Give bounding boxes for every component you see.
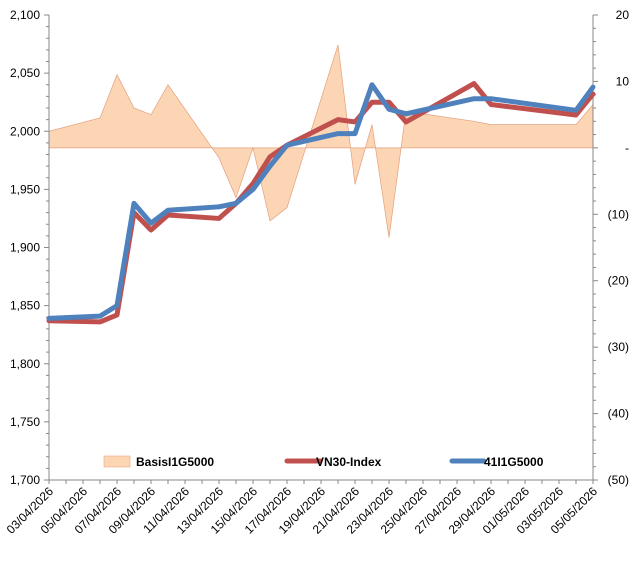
right-tick-label: (30)	[608, 340, 629, 354]
right-tick-label: -	[625, 141, 629, 155]
legend-label-vn30: VN30-Index	[316, 455, 382, 469]
right-tick-label: 10	[616, 74, 630, 88]
series-line-vn30-index	[46, 81, 596, 325]
right-tick-label: (20)	[608, 274, 629, 288]
left-tick-label: 1,750	[10, 415, 40, 429]
left-tick-label: 2,000	[10, 124, 40, 138]
legend: BasisI1G5000 VN30-Index 41I1G5000	[103, 455, 544, 469]
left-tick-label: 1,950	[10, 182, 40, 196]
left-tick-label: 1,700	[10, 473, 40, 487]
legend-swatch-basis	[103, 455, 131, 468]
left-tick-label: 1,800	[10, 357, 40, 371]
right-tick-label: (50)	[608, 473, 629, 487]
left-tick-label: 1,900	[10, 241, 40, 255]
right-tick-label: (40)	[608, 407, 629, 421]
left-tick-label: 2,050	[10, 66, 40, 80]
series-line-41i1g5000	[46, 82, 596, 321]
right-tick-label: 20	[616, 8, 630, 22]
left-tick-label: 2,100	[10, 8, 40, 22]
series-lines	[46, 81, 596, 325]
legend-label-41i1g5000: 41I1G5000	[484, 455, 544, 469]
right-tick-label: (10)	[608, 207, 629, 221]
basis-area	[48, 44, 594, 238]
basis-area-layer	[48, 44, 594, 238]
legend-label-basis: BasisI1G5000	[136, 455, 214, 469]
left-tick-label: 1,850	[10, 299, 40, 313]
